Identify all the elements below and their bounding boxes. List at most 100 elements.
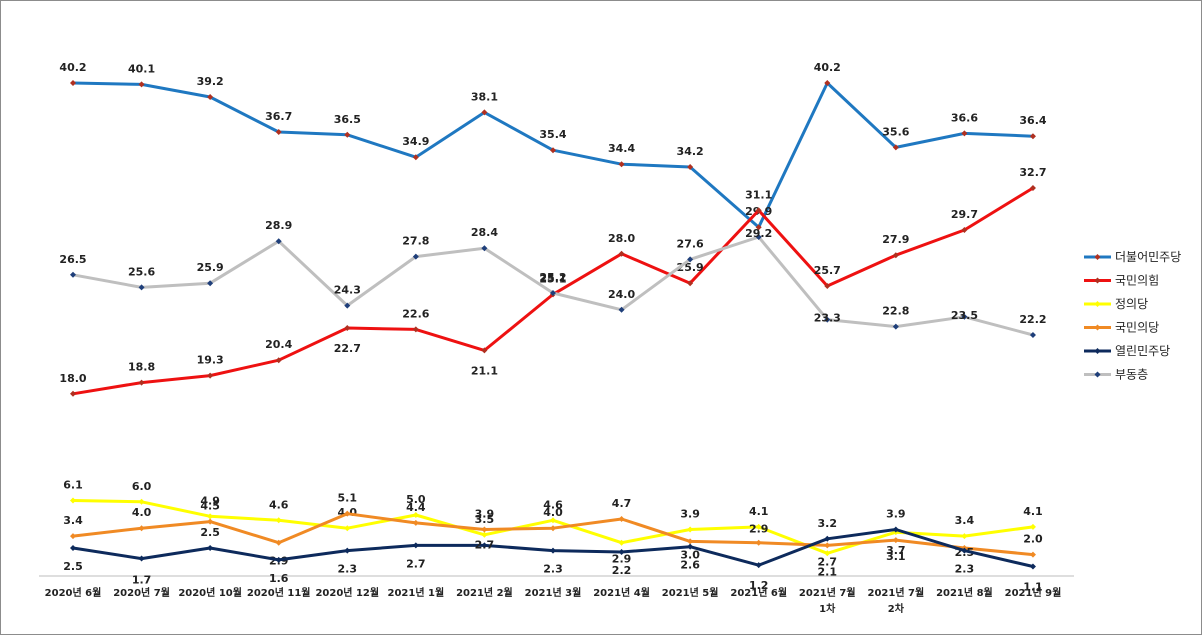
data-point xyxy=(892,144,899,151)
data-point xyxy=(275,129,282,135)
data-label: 31.1 xyxy=(745,188,772,201)
data-label: 2.7 xyxy=(818,555,838,568)
data-point xyxy=(138,498,145,505)
legend-marker xyxy=(1094,277,1101,284)
data-point xyxy=(618,250,625,257)
data-label: 1.7 xyxy=(132,574,152,587)
data-point xyxy=(412,154,419,161)
data-point xyxy=(70,271,76,278)
data-label: 25.1 xyxy=(539,272,566,285)
data-label: 4.1 xyxy=(1023,505,1043,518)
data-label: 2.1 xyxy=(818,565,838,578)
data-point xyxy=(961,313,968,320)
data-label: 2.6 xyxy=(680,559,700,572)
data-point xyxy=(207,518,214,525)
data-label: 24.0 xyxy=(608,288,635,301)
data-label: 26.5 xyxy=(59,253,86,266)
data-label: 1.2 xyxy=(749,579,769,592)
data-point xyxy=(412,253,419,260)
x-tick-label: 1차 xyxy=(819,602,836,615)
data-point xyxy=(1029,332,1036,338)
data-label: 39.2 xyxy=(197,75,224,88)
legend-label: 정의당 xyxy=(1115,297,1148,311)
x-tick-label: 2021년 3월 xyxy=(525,586,582,599)
data-point xyxy=(961,533,968,540)
data-point xyxy=(824,316,831,323)
series-line-democratic-party xyxy=(72,81,1034,229)
data-label: 4.9 xyxy=(200,494,220,507)
data-label: 20.4 xyxy=(265,338,292,351)
data-point xyxy=(824,550,831,557)
data-point xyxy=(207,372,214,379)
data-point xyxy=(549,290,556,296)
data-point xyxy=(1029,551,1036,558)
data-point xyxy=(687,538,694,545)
data-label: 2.3 xyxy=(955,563,975,576)
data-point xyxy=(892,526,899,533)
data-label: 2.7 xyxy=(406,557,426,570)
data-label: 3.7 xyxy=(886,544,906,557)
data-label: 23.3 xyxy=(814,312,841,325)
data-point xyxy=(207,513,214,520)
data-point xyxy=(207,545,214,551)
data-label: 5.0 xyxy=(406,493,426,506)
data-point xyxy=(549,525,556,532)
legend-label: 열린민주당 xyxy=(1115,344,1170,358)
data-label: 27.8 xyxy=(402,235,429,248)
data-point xyxy=(344,510,351,517)
data-label: 35.4 xyxy=(539,128,566,141)
data-point xyxy=(824,80,831,86)
data-point xyxy=(70,533,76,540)
data-label: 19.3 xyxy=(197,354,224,367)
data-label: 40.1 xyxy=(128,62,155,75)
data-point xyxy=(892,252,899,259)
data-label: 4.0 xyxy=(132,506,152,519)
data-label: 1.6 xyxy=(269,572,289,585)
data-label: 25.7 xyxy=(814,264,841,277)
data-label: 34.9 xyxy=(402,135,429,148)
data-point xyxy=(687,543,694,550)
data-point xyxy=(481,542,488,549)
data-label: 36.5 xyxy=(334,113,361,126)
data-label: 36.7 xyxy=(265,110,292,123)
data-label: 29.2 xyxy=(745,227,772,240)
data-label: 4.6 xyxy=(269,498,289,511)
data-point xyxy=(618,161,625,168)
data-label: 3.5 xyxy=(475,513,495,526)
data-label: 2.2 xyxy=(612,564,632,577)
data-label: 23.5 xyxy=(951,309,978,322)
data-label: 2.5 xyxy=(63,560,83,573)
data-label: 22.2 xyxy=(1019,313,1046,326)
data-point xyxy=(687,526,694,533)
data-point xyxy=(618,306,625,313)
legend-label: 부동층 xyxy=(1115,368,1148,382)
x-tick-label: 2021년 6월 xyxy=(730,586,787,599)
x-tick-label: 2021년 8월 xyxy=(936,586,993,599)
legend-marker xyxy=(1094,301,1101,307)
data-point xyxy=(618,515,625,522)
x-tick-label: 2021년 7월 xyxy=(799,586,856,599)
data-label: 25.2 xyxy=(539,271,566,284)
data-label: 25.9 xyxy=(197,261,224,274)
data-label: 4.0 xyxy=(543,506,563,519)
data-label: 4.4 xyxy=(406,501,426,514)
data-label: 2.7 xyxy=(475,538,495,551)
data-label: 18.8 xyxy=(128,361,155,374)
data-label: 3.1 xyxy=(886,550,906,563)
data-point xyxy=(755,207,762,214)
data-label: 3.0 xyxy=(680,548,700,561)
data-point xyxy=(70,390,76,397)
data-point xyxy=(755,523,762,530)
data-label: 2.9 xyxy=(749,523,769,536)
data-point xyxy=(207,280,214,287)
data-point xyxy=(344,131,351,138)
data-point xyxy=(1029,185,1036,191)
data-point xyxy=(275,556,282,563)
data-point xyxy=(138,525,145,532)
x-tick-label: 2020년 7월 xyxy=(113,586,170,599)
data-label: 27.9 xyxy=(882,233,909,246)
data-point xyxy=(207,94,214,100)
data-point xyxy=(275,517,282,524)
data-label: 22.8 xyxy=(882,305,909,318)
